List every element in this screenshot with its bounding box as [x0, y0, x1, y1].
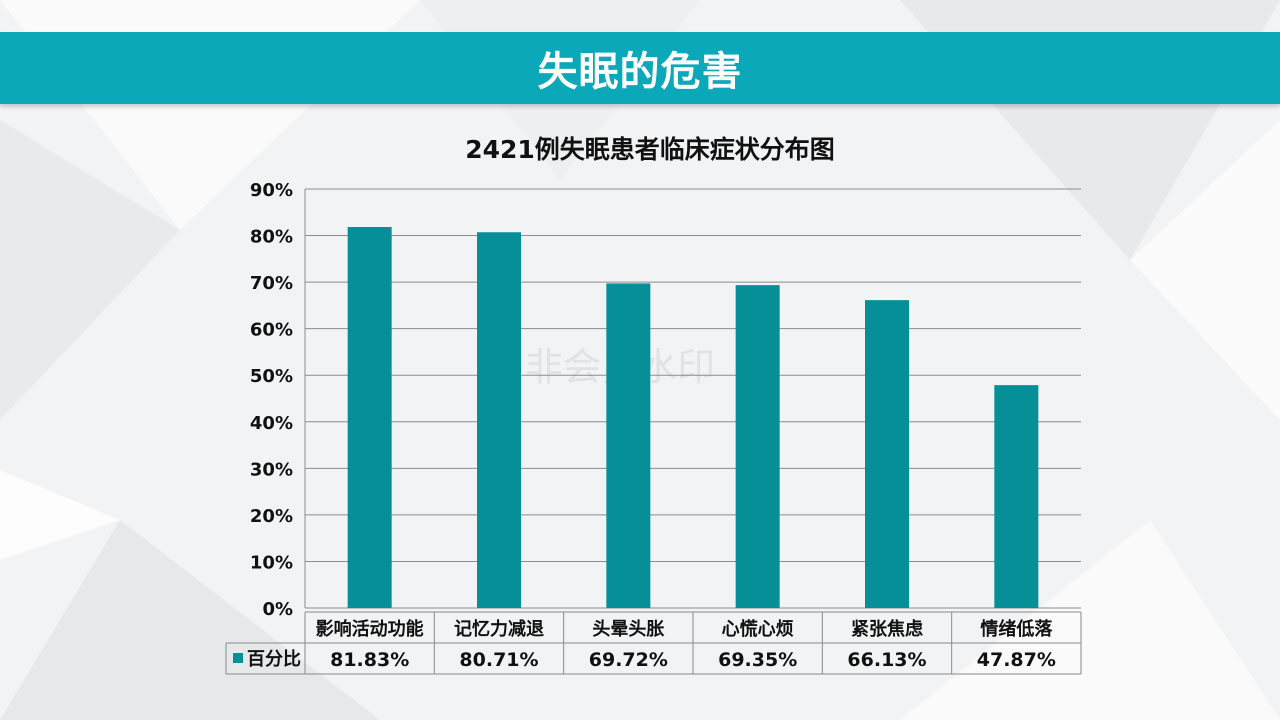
category-label: 心慌心烦 — [722, 618, 794, 640]
data-label: 69.35% — [718, 649, 797, 671]
data-label: 47.87% — [977, 649, 1056, 671]
bar — [606, 283, 651, 608]
bar — [347, 227, 392, 608]
bar — [477, 232, 521, 608]
y-tick-label: 90% — [250, 180, 293, 201]
y-tick-label: 50% — [250, 366, 293, 387]
y-tick-label: 40% — [250, 413, 293, 434]
y-tick-label: 60% — [250, 320, 293, 341]
data-label: 81.83% — [330, 649, 409, 671]
y-tick-label: 0% — [262, 599, 293, 620]
legend-swatch — [233, 653, 243, 663]
chart-title: 2421例失眠患者临床症状分布图 — [465, 135, 835, 164]
legend-label: 百分比 — [247, 649, 301, 670]
category-label: 头晕头胀 — [592, 619, 664, 640]
data-label: 69.72% — [589, 649, 668, 671]
slide-title: 失眠的危害 — [537, 49, 743, 95]
title-banner: 失眠的危害 — [0, 32, 1280, 104]
data-label: 80.71% — [459, 649, 538, 671]
data-label: 66.13% — [847, 649, 926, 671]
y-tick-label: 30% — [250, 459, 293, 480]
bar — [994, 385, 1039, 608]
category-label: 记忆力减退 — [454, 618, 544, 640]
category-label: 影响活动功能 — [316, 618, 424, 640]
bar — [865, 300, 909, 608]
y-tick-label: 80% — [250, 227, 293, 248]
y-tick-label: 20% — [250, 506, 293, 527]
y-tick-label: 10% — [250, 552, 293, 573]
category-label: 紧张焦虑 — [851, 618, 923, 640]
y-tick-label: 70% — [250, 273, 293, 294]
category-label: 情绪低落 — [980, 618, 1053, 640]
bar — [735, 285, 780, 608]
